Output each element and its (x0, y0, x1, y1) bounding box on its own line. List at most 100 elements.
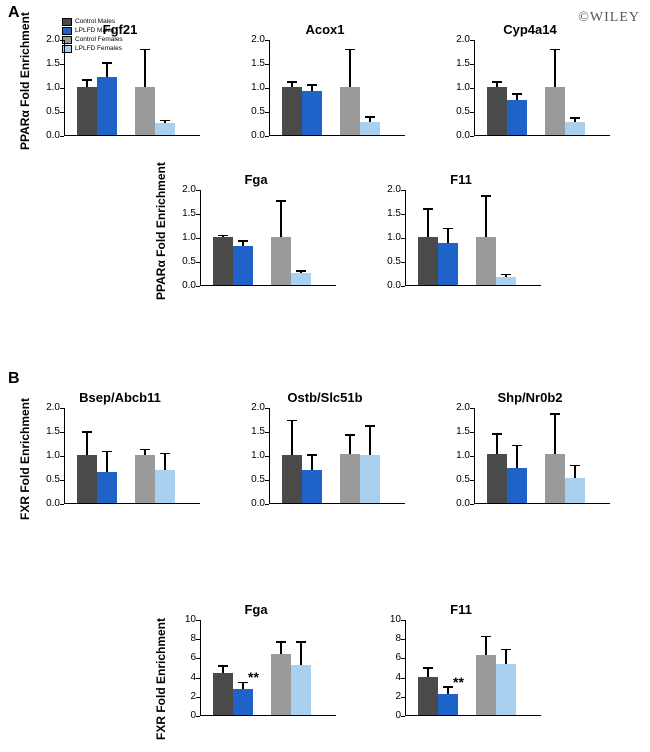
chart: Cyp4a140.00.51.01.52.0 (450, 40, 610, 150)
plot-area (269, 408, 405, 504)
ytick-label: 0.0 (446, 498, 470, 509)
ytick-label: 1.5 (36, 426, 60, 437)
ytick-label: 0 (377, 710, 401, 721)
panel-b-label: B (8, 370, 20, 388)
ytick-label: 2.0 (172, 184, 196, 195)
chart-title: F11 (381, 172, 541, 187)
ytick-label: 0.5 (241, 474, 265, 485)
bar (233, 246, 253, 285)
bar (545, 454, 565, 503)
ytick-label: 0.0 (377, 280, 401, 291)
significance-marker: ** (453, 674, 464, 690)
ytick-label: 1.5 (446, 426, 470, 437)
plot-area (269, 40, 405, 136)
bar (282, 87, 302, 135)
significance-marker: ** (248, 669, 259, 685)
ytick-label: 0.0 (241, 498, 265, 509)
bar (418, 677, 438, 715)
chart-title: Cyp4a14 (450, 22, 610, 37)
chart-title: Fga (176, 172, 336, 187)
ytick-label: 0.5 (36, 474, 60, 485)
ytick-label: 1.5 (241, 426, 265, 437)
ytick-label: 2.0 (36, 34, 60, 45)
plot-area (200, 620, 336, 716)
ytick-label: 6 (172, 652, 196, 663)
ytick-label: 1.5 (446, 58, 470, 69)
chart-title: Shp/Nr0b2 (450, 390, 610, 405)
bar (476, 237, 496, 285)
ytick-label: 8 (377, 633, 401, 644)
chart: Bsep/Abcb110.00.51.01.52.0 (40, 408, 200, 518)
ytick-label: 2 (172, 691, 196, 702)
bar (360, 455, 380, 503)
chart-title: Ostb/Slc51b (245, 390, 405, 405)
bar (77, 87, 97, 135)
ytick-label: 2 (377, 691, 401, 702)
bar (418, 237, 438, 285)
bar (233, 689, 253, 715)
ytick-label: 2.0 (36, 402, 60, 413)
bar (291, 273, 311, 285)
ytick-label: 1.0 (172, 232, 196, 243)
bar (565, 478, 585, 503)
bar (302, 91, 322, 135)
bar (271, 654, 291, 715)
chart: Ostb/Slc51b0.00.51.01.52.0 (245, 408, 405, 518)
ytick-label: 2.0 (241, 34, 265, 45)
bar (565, 122, 585, 135)
ytick-label: 4 (172, 672, 196, 683)
ytick-label: 6 (377, 652, 401, 663)
bar (496, 664, 516, 715)
bar (97, 77, 117, 135)
ytick-label: 1.0 (36, 82, 60, 93)
ytick-label: 0.5 (377, 256, 401, 267)
panel-a-ylabel-1: PPARα Fold Enrichment (18, 12, 32, 150)
ytick-label: 0.0 (446, 130, 470, 141)
bar (507, 468, 527, 503)
ytick-label: 1.5 (241, 58, 265, 69)
chart-title: Bsep/Abcb11 (40, 390, 200, 405)
figure-root: ©WILEY A Control Males LPLFD Males Contr… (0, 0, 650, 752)
ytick-label: 2.0 (241, 402, 265, 413)
ytick-label: 0 (172, 710, 196, 721)
plot-area (474, 408, 610, 504)
plot-area (200, 190, 336, 286)
chart: Acox10.00.51.01.52.0 (245, 40, 405, 150)
bar (135, 455, 155, 503)
chart: F110.00.51.01.52.0 (381, 190, 541, 300)
panel-b-ylabel-1: FXR Fold Enrichment (18, 398, 32, 520)
ytick-label: 8 (172, 633, 196, 644)
ytick-label: 2.0 (446, 402, 470, 413)
ytick-label: 0.5 (241, 106, 265, 117)
bar (438, 243, 458, 285)
ytick-label: 10 (377, 614, 401, 625)
ytick-label: 0.0 (36, 130, 60, 141)
bar (438, 694, 458, 715)
bar (135, 87, 155, 135)
chart: F110246810** (381, 620, 541, 730)
ytick-label: 1.5 (377, 208, 401, 219)
bar (155, 470, 175, 503)
bar (507, 100, 527, 135)
panel-b-ylabel-2: FXR Fold Enrichment (154, 618, 168, 740)
chart-title: Fgf21 (40, 22, 200, 37)
bar (271, 237, 291, 285)
bar (476, 655, 496, 715)
chart-title: Fga (176, 602, 336, 617)
ytick-label: 1.5 (36, 58, 60, 69)
bar (487, 87, 507, 135)
bar (213, 237, 233, 285)
bar (545, 87, 565, 135)
plot-area (405, 190, 541, 286)
chart: Fga0246810** (176, 620, 336, 730)
ytick-label: 1.0 (241, 450, 265, 461)
bar (77, 455, 97, 503)
bar (155, 123, 175, 135)
bar (487, 454, 507, 503)
plot-area (405, 620, 541, 716)
ytick-label: 10 (172, 614, 196, 625)
plot-area (474, 40, 610, 136)
bar (340, 454, 360, 503)
ytick-label: 1.0 (377, 232, 401, 243)
bar (282, 455, 302, 503)
